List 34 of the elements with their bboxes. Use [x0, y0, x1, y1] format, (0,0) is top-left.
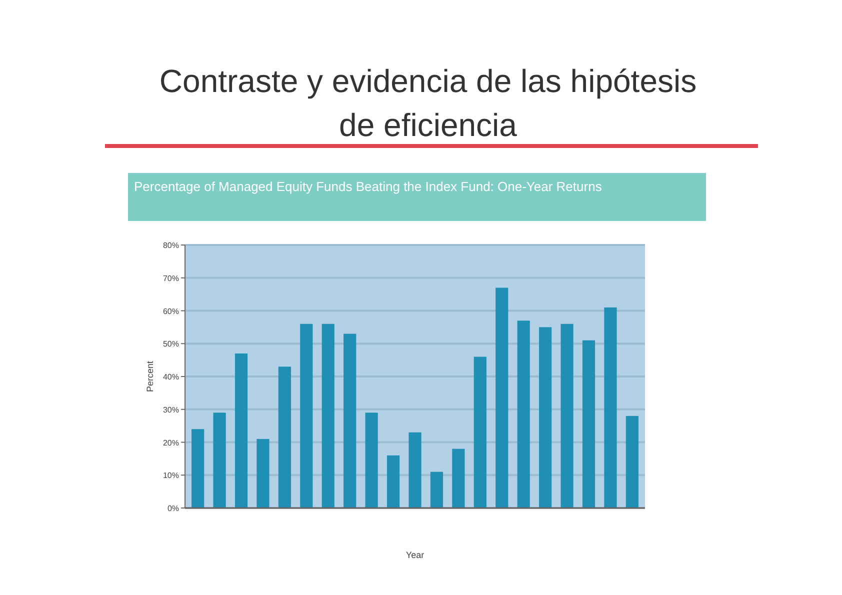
bar — [604, 307, 617, 508]
bar — [256, 438, 270, 508]
bar — [300, 324, 313, 508]
y-tick-label: 10% — [162, 471, 179, 480]
bar — [322, 324, 334, 508]
bar — [560, 324, 574, 508]
bar — [517, 320, 530, 508]
bar — [365, 412, 378, 508]
bar — [344, 334, 356, 508]
bar — [278, 366, 291, 508]
y-tick-label: 50% — [162, 340, 179, 349]
bar — [474, 356, 486, 508]
y-tick-label: 40% — [162, 372, 179, 382]
bar — [192, 429, 204, 508]
bar — [496, 288, 508, 508]
bar — [582, 340, 596, 508]
y-axis-title: Percent — [145, 360, 155, 392]
bar — [234, 353, 248, 508]
bar — [452, 448, 465, 508]
bar — [408, 432, 422, 508]
bar — [430, 472, 444, 508]
y-tick-label: 20% — [162, 438, 179, 448]
y-tick-label: 0% — [167, 504, 179, 513]
bar — [626, 416, 638, 508]
y-tick-label: 60% — [162, 306, 179, 316]
bar — [213, 412, 226, 508]
chart-title: Contraste y evidencia de las hipótesis de eficiencia — [159, 63, 697, 143]
chart-subtitle: Percentage of Managed Equity Funds Beating the Index Fund: One-Year Returns — [134, 178, 603, 196]
y-tick-label: 70% — [162, 274, 179, 283]
y-tick-label: 80% — [162, 241, 179, 250]
x-axis-title: Year — [406, 550, 424, 560]
y-tick-label: 30% — [162, 405, 179, 414]
bar — [386, 455, 400, 508]
bar — [539, 327, 552, 508]
